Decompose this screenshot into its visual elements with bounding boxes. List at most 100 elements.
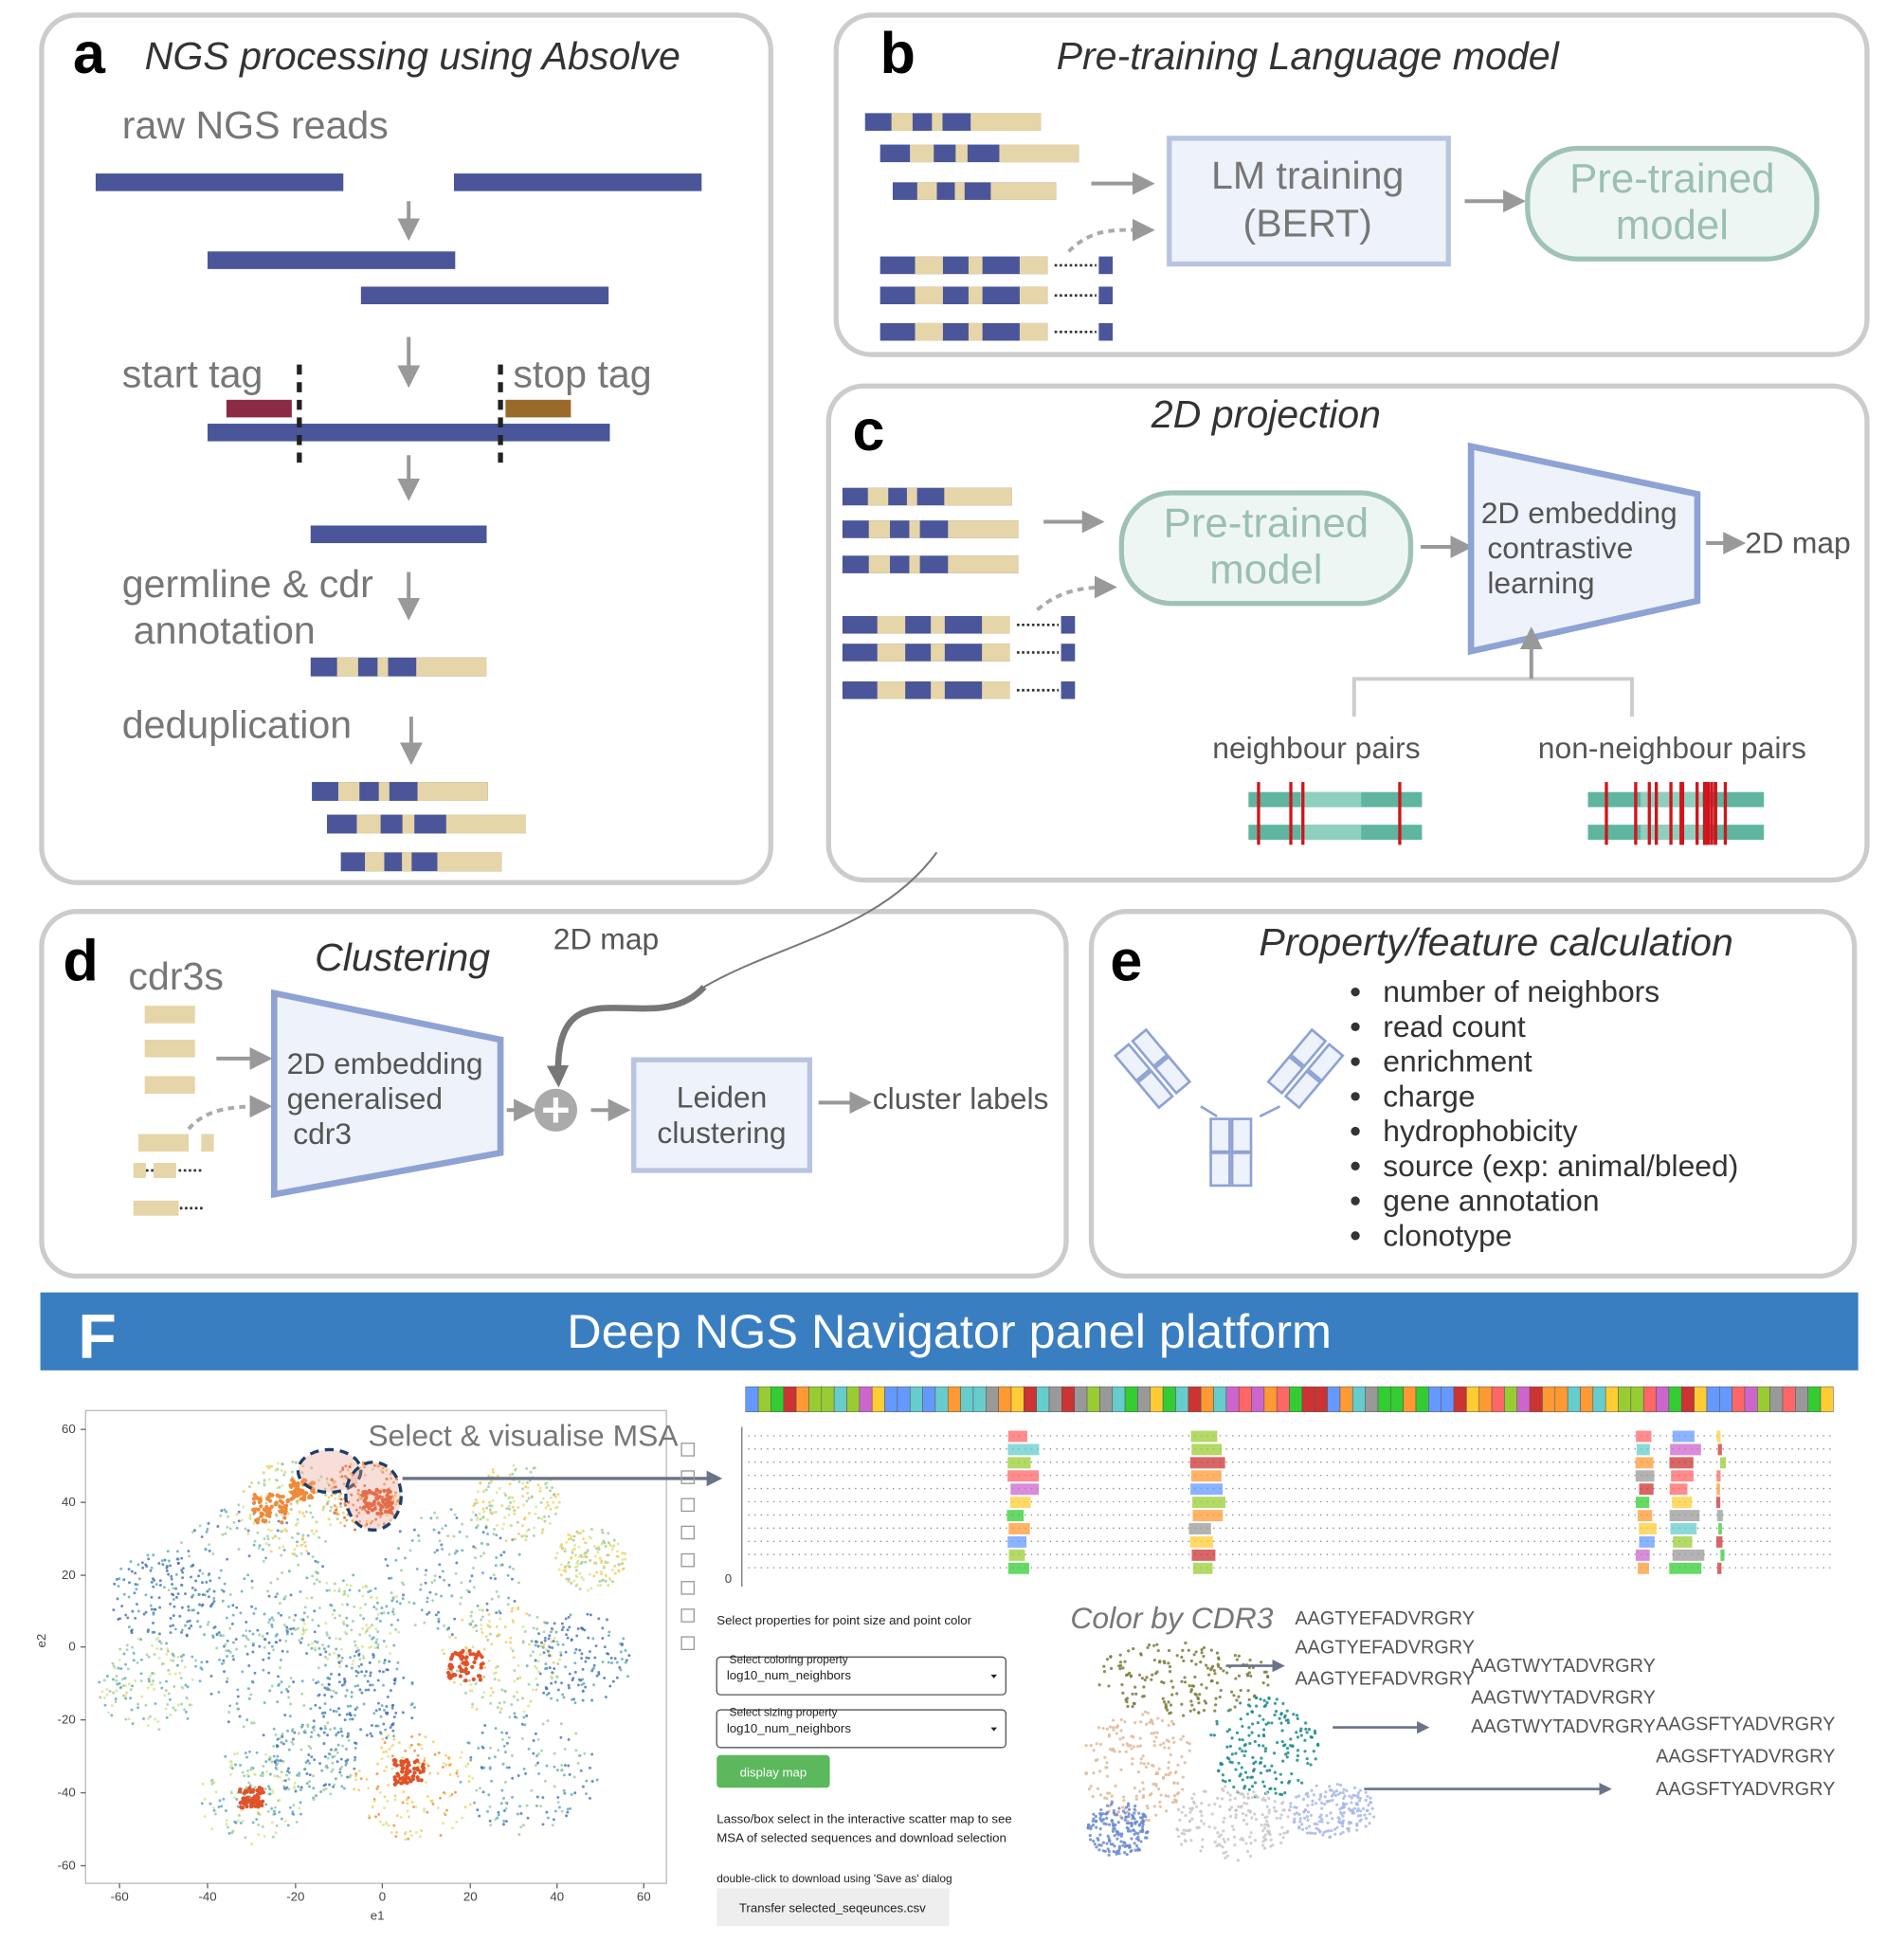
point [525,1499,529,1503]
point [588,1650,591,1653]
point [123,1677,127,1680]
point [276,1529,280,1533]
point [247,1786,252,1790]
point [419,1743,423,1747]
point [277,1759,281,1763]
point [1115,1852,1118,1856]
point [289,1497,295,1501]
point [619,1562,623,1566]
point [579,1769,583,1772]
point [1199,1661,1203,1664]
point [340,1734,344,1737]
point [1241,1750,1244,1753]
point [215,1633,219,1637]
point [1115,1813,1119,1817]
msa-residue [1716,1470,1721,1482]
point [1127,1821,1131,1825]
msa-residue [1635,1470,1655,1482]
point [419,1583,423,1587]
point [128,1581,131,1585]
point [446,1534,450,1538]
point [186,1716,190,1720]
point [393,1798,397,1802]
cdr-segment [365,852,385,872]
label: AAGTYEFADVRGRY [1295,1637,1475,1658]
point [280,1740,283,1744]
point [423,1759,426,1763]
point [546,1719,550,1723]
point [323,1702,327,1705]
point [366,1626,370,1630]
point [394,1711,398,1715]
point [412,1767,417,1771]
point [395,1830,398,1834]
point [1089,1744,1093,1748]
point [476,1604,480,1607]
point [354,1747,357,1751]
point [535,1666,538,1670]
point [344,1763,348,1767]
point [212,1589,216,1593]
point [481,1615,484,1619]
point [213,1625,217,1629]
point [380,1757,384,1761]
point [378,1708,382,1711]
point [1297,1794,1301,1798]
point [431,1802,435,1806]
point [1092,1771,1096,1775]
point [339,1497,343,1501]
msa-residue [1636,1430,1652,1443]
point [1364,1817,1369,1821]
point [1334,1789,1339,1793]
point [1175,1654,1179,1658]
point [497,1749,500,1752]
point [318,1706,322,1710]
point [1123,1841,1127,1845]
point [347,1738,351,1742]
point [296,1773,299,1777]
point [470,1574,474,1578]
point [1273,1701,1278,1705]
point [1286,1721,1291,1725]
msa-residue [1441,1386,1455,1412]
domain [1113,1042,1152,1083]
point [353,1714,356,1717]
point [272,1744,276,1748]
point [542,1497,545,1500]
point [271,1835,275,1839]
point [167,1559,171,1563]
point [385,1823,388,1825]
point [1244,1842,1248,1845]
point [321,1565,325,1569]
point [172,1605,176,1608]
msa-residue [1516,1386,1531,1412]
point [392,1679,396,1682]
point [292,1619,296,1622]
label: Transfer selected_seqeunces.csv [739,1901,926,1915]
point [522,1767,526,1770]
pair-bar-light [1300,791,1362,808]
point [103,1703,107,1707]
point [505,1741,509,1745]
point [326,1756,330,1760]
point [158,1579,162,1583]
point [1152,1732,1156,1735]
point [1348,1794,1351,1798]
point [369,1732,372,1735]
point [1116,1833,1120,1837]
point [249,1693,253,1697]
point [1133,1828,1136,1833]
point [1209,1648,1213,1652]
point [286,1824,290,1827]
point [1120,1832,1124,1836]
point [572,1775,576,1779]
point [479,1665,483,1670]
label: 2D embedding [1481,496,1677,530]
point [604,1560,608,1564]
point [512,1656,516,1660]
point [119,1567,123,1570]
point [263,1479,266,1482]
point [552,1500,555,1504]
point [553,1809,557,1813]
point [267,1656,271,1660]
